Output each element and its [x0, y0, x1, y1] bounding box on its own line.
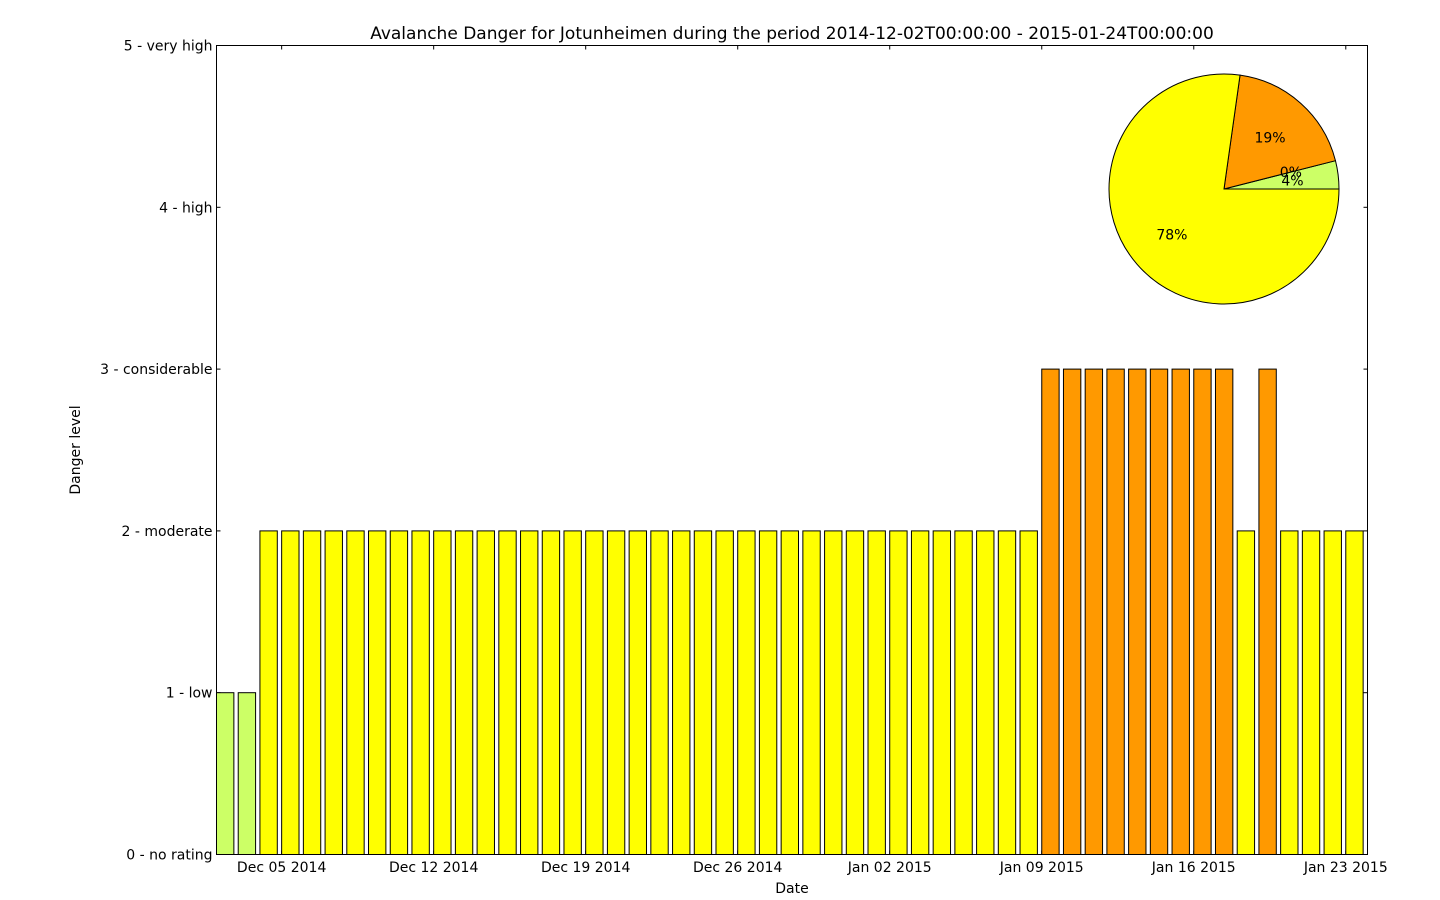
bar	[1258, 368, 1277, 855]
y-axis-label: Danger level	[68, 405, 84, 494]
bar	[520, 530, 539, 856]
y-tick-label: 2 - moderate	[122, 524, 213, 540]
pie-labels: 4%0% 19% 78%	[1156, 131, 1303, 244]
bar	[281, 530, 300, 856]
bar	[368, 530, 387, 856]
bar	[454, 530, 474, 856]
bar	[802, 530, 821, 856]
bar	[1106, 368, 1125, 855]
bar	[433, 530, 452, 856]
y-tick-label: 3 - considerable	[100, 362, 212, 378]
bar	[1236, 530, 1256, 856]
bar	[715, 530, 734, 856]
bar	[954, 530, 973, 856]
x-axis-ticks: Dec 05 2014 Dec 12 2014 Dec 19 2014 Dec 26 …	[237, 45, 1388, 876]
y-tick-label: 0 - no rating	[126, 848, 212, 864]
y-tick-label: 1 - low	[166, 686, 213, 702]
bar	[389, 530, 409, 856]
bar-series	[216, 368, 1364, 856]
x-tick-label: Dec 26 2014	[693, 860, 783, 876]
bar	[346, 530, 365, 856]
bar	[1128, 368, 1147, 855]
bar	[997, 530, 1017, 856]
bar	[867, 530, 886, 856]
chart-title: Avalanche Danger for Jotunheimen during …	[370, 24, 1214, 44]
pie-slice-label: 19%	[1254, 131, 1285, 147]
y-axis-ticks: 0 - no rating 1 - low 2 - moderate 3 - cons…	[100, 39, 1368, 864]
bar	[910, 530, 930, 856]
bar	[1062, 368, 1082, 855]
bar	[216, 692, 235, 856]
bar	[324, 530, 343, 856]
bar	[1171, 368, 1190, 855]
bar	[259, 530, 278, 856]
bar	[498, 530, 517, 856]
bar	[628, 530, 647, 856]
x-axis-label: Date	[775, 881, 808, 897]
bar	[1280, 530, 1299, 856]
bar	[302, 530, 322, 856]
x-tick-label: Jan 23 2015	[1303, 860, 1388, 876]
bar	[845, 530, 865, 856]
plot-frame	[216, 45, 1368, 855]
x-tick-label: Dec 12 2014	[389, 860, 479, 876]
bar	[1214, 368, 1234, 855]
bar	[737, 530, 756, 856]
bar	[932, 530, 952, 856]
pie-slice-label: 4%	[1281, 173, 1303, 189]
bar	[672, 530, 691, 856]
bar	[1019, 530, 1038, 856]
x-tick-label: Jan 09 2015	[999, 860, 1084, 876]
bar	[1323, 530, 1342, 856]
x-tick-label: Jan 16 2015	[1151, 860, 1236, 876]
bar	[1149, 368, 1169, 855]
bar	[1084, 368, 1104, 855]
bar	[758, 530, 778, 856]
bar	[824, 530, 843, 856]
bar	[476, 530, 495, 856]
bar	[541, 530, 561, 856]
pie-slice	[1108, 73, 1340, 305]
x-tick-label: Jan 02 2015	[847, 860, 932, 876]
bar	[1041, 368, 1060, 855]
y-tick-label: 4 - high	[159, 200, 212, 216]
x-tick-label: Dec 19 2014	[541, 860, 631, 876]
bar	[585, 530, 604, 856]
bar	[780, 530, 800, 856]
bar	[237, 692, 257, 856]
bar	[650, 530, 669, 856]
bar	[1345, 530, 1364, 856]
bar	[563, 530, 582, 856]
pie-slice-label: 78%	[1156, 227, 1187, 243]
pie-slice	[1223, 74, 1337, 190]
bar	[889, 530, 908, 856]
bar	[976, 530, 995, 856]
bar	[411, 530, 430, 856]
bar	[1301, 530, 1321, 856]
x-tick-label: Dec 05 2014	[237, 860, 327, 876]
bar	[693, 530, 713, 856]
pie-chart	[1108, 73, 1340, 305]
bar	[606, 530, 626, 856]
bar	[1193, 368, 1212, 855]
pie-slice-label: 0%	[1280, 165, 1302, 181]
y-tick-label: 5 - very high	[124, 39, 213, 55]
